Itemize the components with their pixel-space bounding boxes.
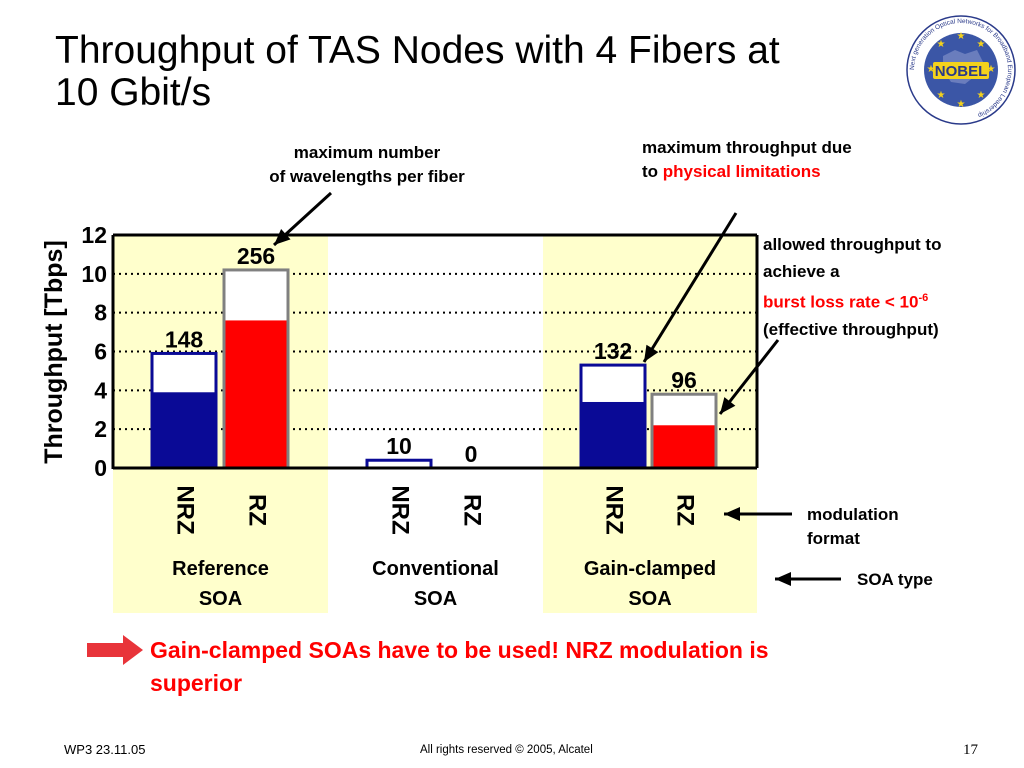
wavelength-count-label: 256 [237, 243, 275, 269]
group-band-0 [113, 235, 328, 613]
max-throughput-note: maximum throughput due to physical limit… [642, 136, 942, 184]
max-throughput-bar [365, 458, 433, 470]
wavelength-count-label: 96 [671, 367, 697, 393]
max-throughput-bar [150, 351, 218, 470]
effective-throughput-bar [153, 392, 215, 468]
footer-center: All rights reserved © 2005, Alcatel [420, 744, 593, 756]
effective-throughput-bar [225, 320, 287, 468]
max-throughput-line-2: to physical limitations [642, 160, 942, 184]
allowed-line-2: achieve a [763, 262, 840, 281]
group-label-line-1: Gain-clamped [584, 558, 716, 580]
group-label-line-1: Reference [172, 558, 269, 580]
y-axis-title: Throughput [Tbps] [40, 240, 68, 464]
modulation-label: NRZ [601, 485, 628, 534]
svg-text:★: ★ [957, 31, 966, 42]
modulation-arrow-head [724, 507, 740, 521]
effective-throughput-bar [582, 401, 644, 468]
soa-type-arrow-head [775, 572, 791, 586]
modulation-label: RZ [244, 494, 271, 526]
y-tick-label: 2 [94, 416, 107, 442]
allowed-throughput-note: allowed throughput to achieve a burst lo… [763, 231, 1018, 343]
conclusion-text: Gain-clamped SOAs have to be used! NRZ m… [150, 634, 950, 700]
title-line-2: 10 Gbit/s [55, 71, 212, 114]
burst-loss-rate-label: burst loss rate < 10 [763, 292, 919, 312]
modulation-line-2: format [807, 529, 860, 548]
right-arrow-icon [87, 635, 143, 665]
wavelength-count-label: 0 [465, 441, 478, 467]
max-throughput-bar [579, 363, 647, 470]
wavelength-count-label: 132 [594, 338, 632, 364]
svg-text:★: ★ [937, 39, 946, 50]
page-number: 17 [963, 742, 978, 758]
max-throughput-line-2-prefix: to [642, 162, 663, 181]
modulation-label: RZ [459, 494, 486, 526]
max-wavelengths-line-2: of wavelengths per fiber [269, 167, 465, 186]
svg-text:★: ★ [927, 64, 936, 75]
title-line-1: Throughput of TAS Nodes with 4 Fibers at [55, 29, 780, 72]
max-wavelengths-line-1: maximum number [293, 143, 441, 162]
group-band-2 [543, 235, 757, 613]
burst-loss-rate-text: burst loss rate < 10-6 [763, 285, 1018, 316]
right-arrow-shape [87, 635, 143, 665]
burst-loss-exponent: -6 [918, 292, 929, 304]
max-throughput-bar [650, 392, 718, 470]
nobel-logo: Next generation Optical Networks for Bro… [906, 15, 1016, 125]
wavelength-arrow [272, 191, 333, 247]
modulation-label: NRZ [172, 485, 199, 534]
effective-throughput-arrow-head [720, 397, 736, 414]
conclusion-line-1: Gain-clamped SOAs have to be used! NRZ m… [150, 637, 769, 663]
y-tick-label: 4 [94, 377, 107, 403]
max-throughput-bar [222, 268, 290, 470]
group-label-line-2: SOA [628, 588, 671, 610]
svg-text:★: ★ [977, 90, 986, 101]
max-throughput-line-1: maximum throughput due [642, 138, 852, 157]
max-throughput-arrow-head [644, 344, 659, 362]
modulation-label: RZ [672, 494, 699, 526]
logo-text: NOBEL [935, 63, 988, 80]
svg-text:★: ★ [977, 39, 986, 50]
max-wavelengths-note: maximum number of wavelengths per fiber [222, 141, 512, 189]
group-label-line-1: Conventional [372, 558, 499, 580]
physical-limitations-text: physical limitations [662, 162, 821, 181]
group-label-line-2: SOA [199, 588, 242, 610]
y-tick-label: 6 [94, 339, 107, 365]
logo-stars: ★ ★ ★ ★ ★ ★ ★ ★ [927, 31, 996, 110]
modulation-label: NRZ [387, 485, 414, 534]
wavelength-count-label: 148 [165, 326, 204, 352]
modulation-line-1: modulation [807, 505, 899, 524]
wavelength-count-label: 10 [386, 433, 412, 459]
svg-text:★: ★ [987, 64, 996, 75]
svg-text:★: ★ [957, 99, 966, 110]
modulation-format-note: modulation format [807, 503, 967, 551]
slide-title: Throughput of TAS Nodes with 4 Fibers at… [55, 30, 905, 114]
soa-type-note: SOA type [857, 568, 997, 592]
y-tick-label: 0 [94, 455, 107, 481]
y-tick-label: 10 [81, 261, 107, 287]
allowed-line-4: (effective throughput) [763, 319, 939, 339]
y-tick-label: 12 [81, 222, 107, 248]
y-tick-label: 8 [94, 300, 107, 326]
allowed-line-1: allowed throughput to [763, 235, 942, 254]
max-throughput-arrow [642, 212, 738, 363]
svg-text:★: ★ [937, 90, 946, 101]
conclusion-line-2: superior [150, 670, 243, 696]
group-label-line-2: SOA [414, 588, 457, 610]
footer-left: WP3 23.11.05 [64, 742, 146, 757]
wavelength-arrow-head [274, 229, 291, 245]
effective-throughput-arrow [718, 339, 780, 415]
effective-throughput-bar [653, 425, 715, 468]
soa-type-label: SOA type [857, 570, 933, 589]
